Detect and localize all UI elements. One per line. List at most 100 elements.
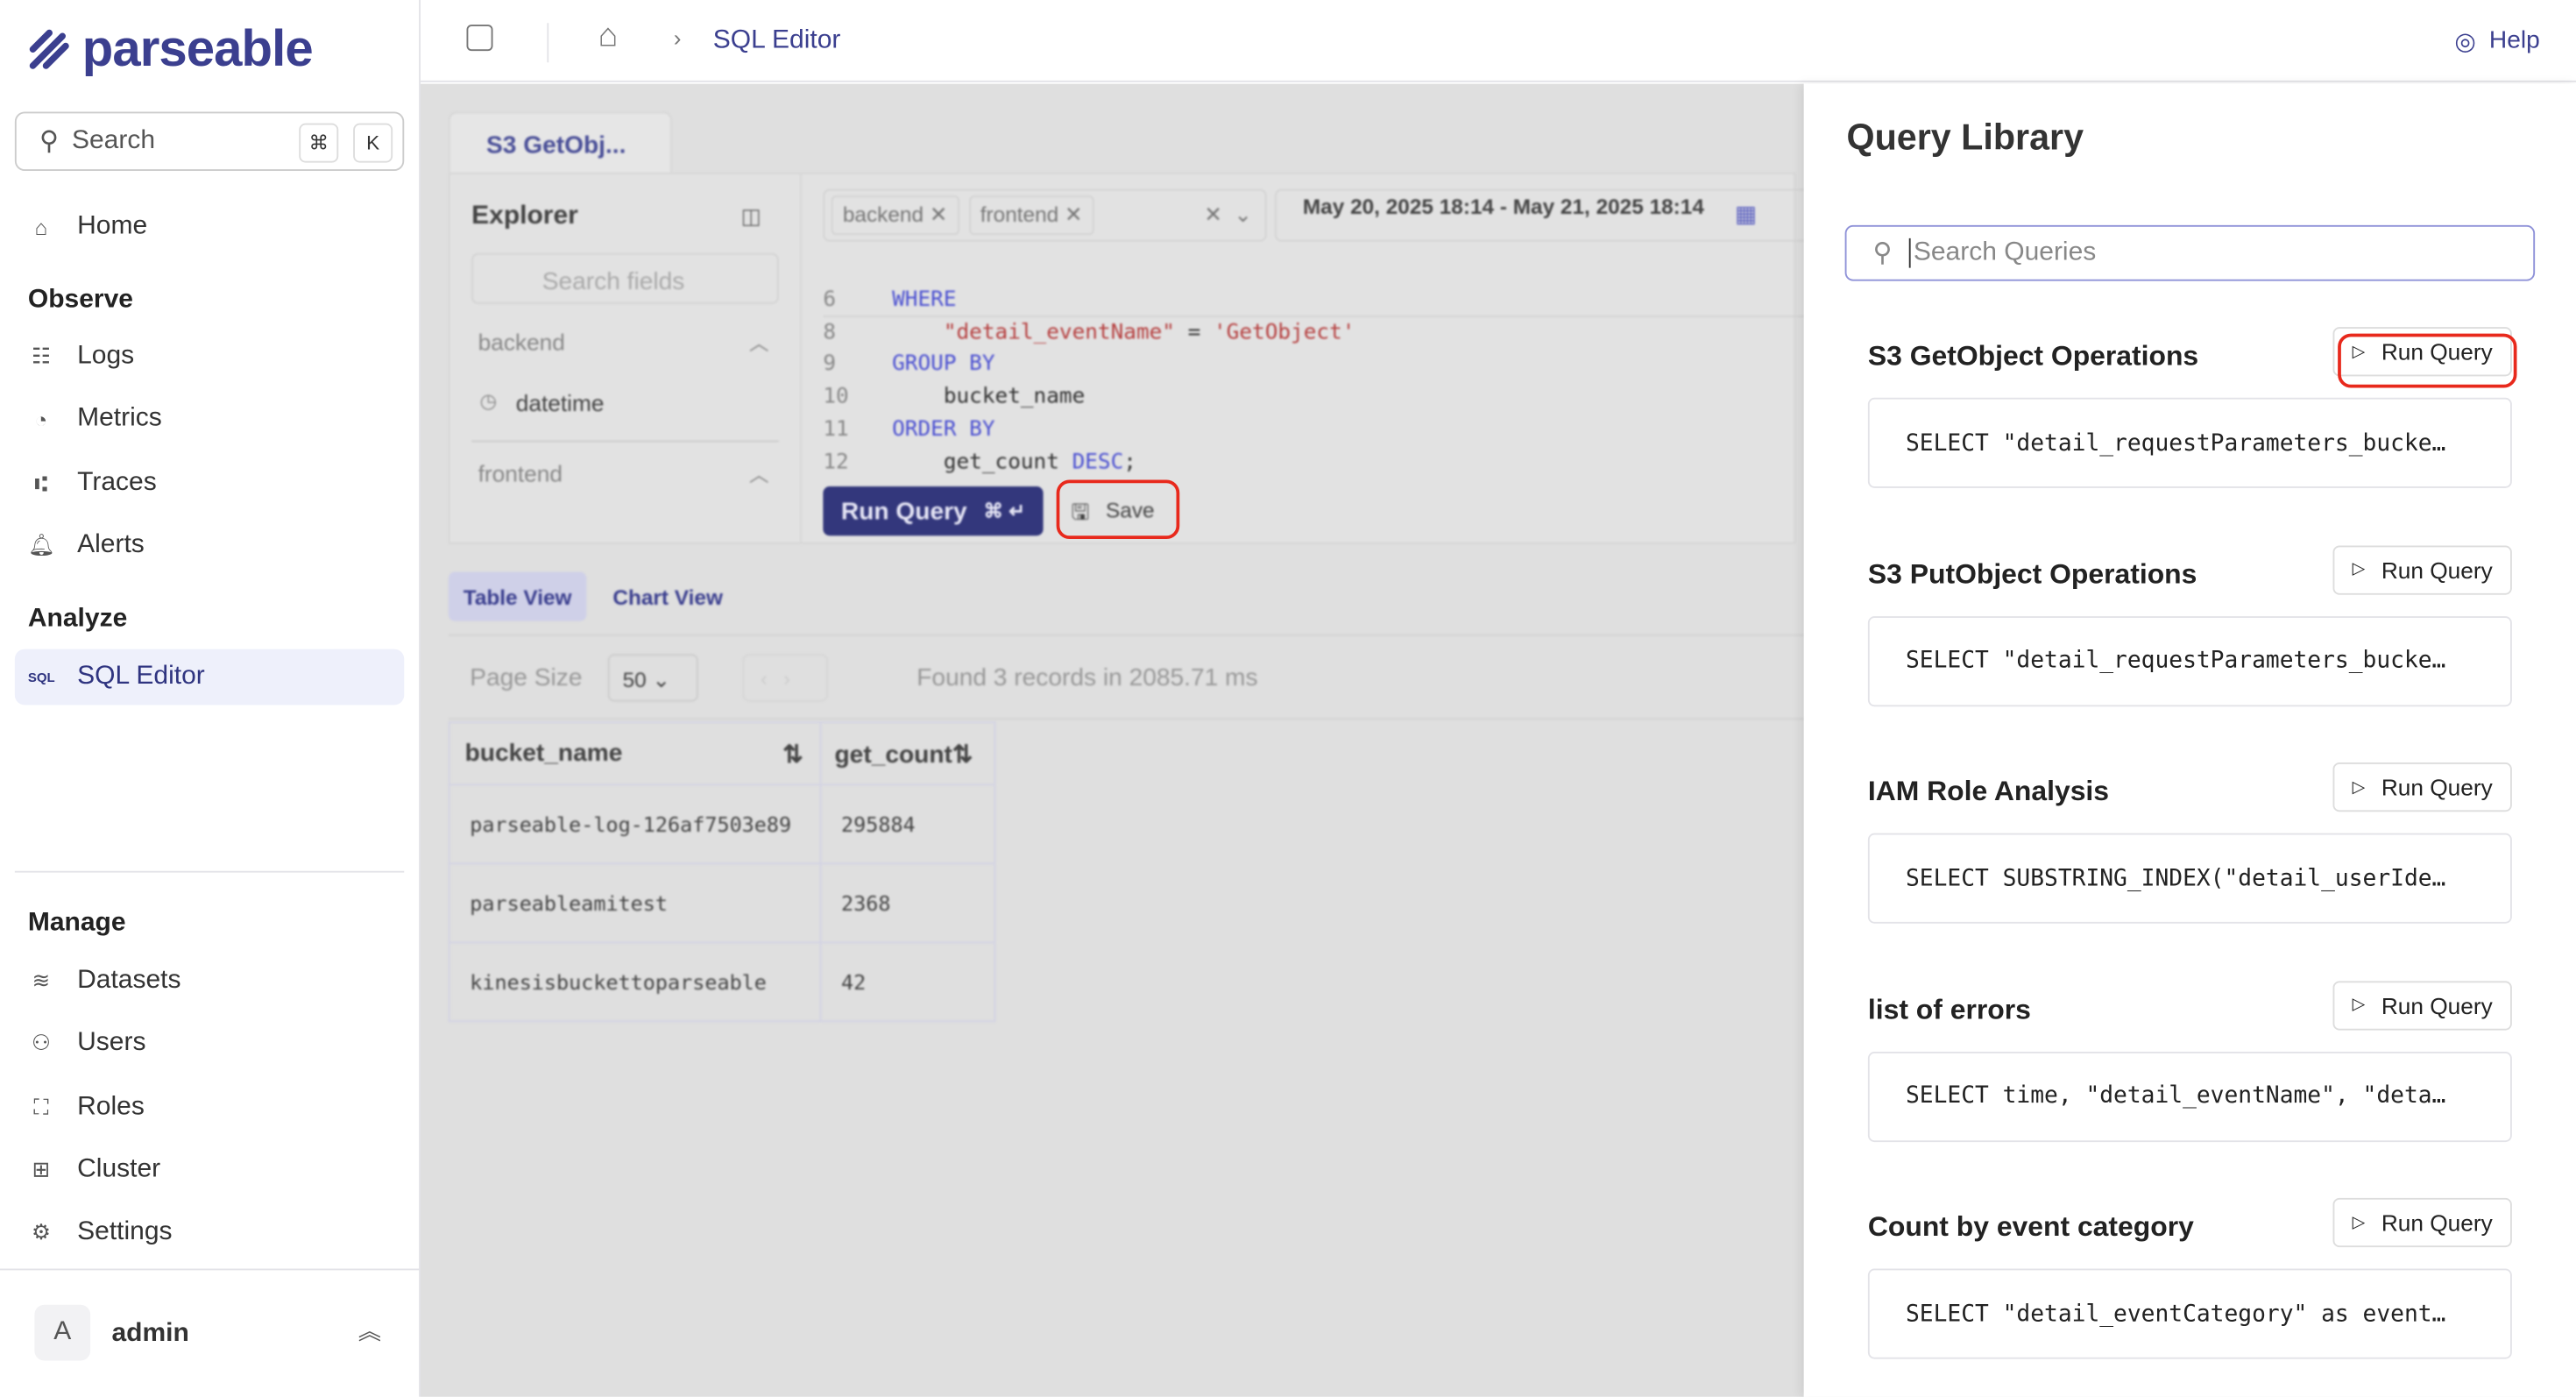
search-input[interactable]: ⚲ Search ⌘ K bbox=[14, 111, 405, 171]
sort-icon[interactable]: ⇅ bbox=[782, 740, 803, 769]
code-token: ORDER BY bbox=[892, 416, 995, 443]
divider bbox=[547, 23, 549, 63]
chevron-up-icon[interactable]: ︿ bbox=[749, 331, 769, 355]
run-query-button[interactable]: ▷ Run Query bbox=[2332, 1198, 2512, 1248]
query-sql-preview[interactable]: SELECT time, "detail_eventName", "deta… bbox=[1867, 1051, 2512, 1142]
sort-icon[interactable]: ⇅ bbox=[952, 740, 973, 769]
table-cell: 42 bbox=[819, 941, 996, 1023]
home-icon[interactable]: ⌂ bbox=[598, 18, 619, 54]
code-token: get_count bbox=[892, 449, 1072, 474]
code-line: 9 GROUP BY bbox=[823, 349, 1355, 381]
search-fields-input[interactable]: Search fields bbox=[471, 252, 779, 304]
code-token: GROUP BY bbox=[892, 352, 995, 378]
query-sql-preview[interactable]: SELECT "detail_requestParameters_bucke… bbox=[1867, 397, 2512, 488]
result-info: Found 3 records in 2085.71 ms bbox=[916, 663, 1258, 692]
sidebar-item-logs[interactable]: ☷ Logs bbox=[15, 329, 404, 385]
tab-chart-view[interactable]: Chart View bbox=[612, 585, 723, 610]
dataset-select[interactable]: backend ✕ frontend ✕ ✕ ⌄ bbox=[823, 188, 1267, 242]
table-row[interactable]: parseableamitest 2368 bbox=[448, 862, 996, 944]
line-number: 11 bbox=[823, 416, 849, 443]
sidebar-toggle-icon[interactable] bbox=[466, 25, 493, 52]
line-number: 8 bbox=[823, 320, 837, 345]
run-query-button[interactable]: ▷ Run Query bbox=[2332, 762, 2512, 812]
query-sql-preview[interactable]: SELECT SUBSTRING_INDEX("detail_userIde… bbox=[1867, 833, 2512, 925]
logs-icon: ☷ bbox=[31, 343, 51, 368]
run-query-button[interactable]: ▷ Run Query bbox=[2332, 327, 2512, 377]
label: Run Query bbox=[2381, 774, 2493, 801]
collapse-icon[interactable]: ◫ bbox=[740, 203, 761, 229]
label: Datasets bbox=[77, 966, 181, 995]
sql-code-editor[interactable]: 6 WHERE 8 "detail_eventName" = 'GetObject'… bbox=[823, 284, 1355, 479]
save-button[interactable]: 🖫︎ Save bbox=[1072, 498, 1155, 534]
sidebar-item-datasets[interactable]: ≋ Datasets bbox=[15, 954, 404, 1010]
tab-table-view[interactable]: Table View bbox=[448, 571, 587, 621]
sidebar-item-sql-editor[interactable]: SQL SQL Editor bbox=[14, 649, 405, 706]
label: Run Query bbox=[2381, 992, 2493, 1019]
sidebar-item-settings[interactable]: ⚙ Settings bbox=[15, 1204, 404, 1260]
run-query-button[interactable]: Run Query ⌘ ↵ bbox=[823, 486, 1044, 536]
sidebar-item-cluster[interactable]: ⊞ Cluster bbox=[15, 1142, 404, 1198]
help-button[interactable]: ◎ Help bbox=[2454, 26, 2539, 56]
gauge-icon: ◔ bbox=[34, 407, 48, 432]
sidebar-item-metrics[interactable]: ◔ Metrics bbox=[15, 391, 404, 447]
clock-icon: ◷ bbox=[479, 389, 498, 413]
highlight-save bbox=[1056, 479, 1180, 539]
divider bbox=[14, 870, 405, 873]
label: SQL Editor bbox=[77, 662, 205, 691]
logo[interactable]: parseable bbox=[26, 20, 314, 80]
query-sql-preview[interactable]: SELECT "detail_requestParameters_bucke… bbox=[1867, 615, 2512, 706]
sidebar-item-users[interactable]: ⚇ Users bbox=[15, 1016, 404, 1072]
avatar[interactable]: A bbox=[34, 1304, 91, 1361]
code-line: 11 ORDER BY bbox=[823, 414, 1355, 446]
tab-query[interactable]: S3 GetObj... bbox=[448, 111, 672, 174]
divider bbox=[0, 1268, 421, 1271]
page-size-select[interactable]: 50 ⌄ bbox=[607, 654, 698, 702]
group-frontend[interactable]: frontend bbox=[478, 460, 563, 486]
label: Logs bbox=[77, 342, 135, 370]
chevron-right-icon: › bbox=[673, 25, 682, 52]
sidebar-item-alerts[interactable]: 🔔︎ Alerts bbox=[15, 518, 404, 574]
user-icon: ⚇ bbox=[31, 1030, 51, 1055]
table-cell: parseableamitest bbox=[448, 862, 822, 944]
table-row[interactable]: kinesisbuckettoparseable 42 bbox=[448, 941, 996, 1023]
run-query-button[interactable]: ▷ Run Query bbox=[2332, 544, 2512, 594]
user-name[interactable]: admin bbox=[111, 1319, 189, 1348]
divider bbox=[471, 440, 779, 443]
time-range-picker[interactable]: May 20, 2025 18:14 - May 21, 2025 18:14 bbox=[1275, 188, 1804, 242]
help-label: Help bbox=[2488, 26, 2540, 54]
chip-frontend[interactable]: frontend ✕ bbox=[968, 195, 1094, 236]
line-number: 6 bbox=[823, 287, 837, 313]
column-header[interactable]: get_count⇅ bbox=[819, 721, 996, 786]
chevron-up-icon[interactable]: ︿ bbox=[749, 463, 769, 486]
divider bbox=[823, 316, 1804, 317]
line-number: 12 bbox=[823, 449, 849, 474]
home-icon: ⌂ bbox=[34, 214, 48, 239]
chip-backend[interactable]: backend ✕ bbox=[831, 195, 959, 236]
label: Metrics bbox=[77, 404, 162, 433]
pagination[interactable]: ‹ › bbox=[742, 654, 828, 702]
sql-icon: SQL bbox=[27, 670, 55, 684]
topbar: ⌂ › SQL Editor ◎ Help bbox=[421, 0, 2576, 82]
column-header[interactable]: bucket_name ⇅ bbox=[448, 721, 822, 786]
code-line: 8 "detail_eventName" = 'GetObject' bbox=[823, 316, 1355, 349]
sidebar-item-traces[interactable]: ⑆ Traces bbox=[15, 455, 404, 511]
clear-chevron-icon[interactable]: ✕ ⌄ bbox=[1204, 202, 1252, 227]
label: Alerts bbox=[77, 530, 145, 559]
breadcrumb[interactable]: SQL Editor bbox=[712, 26, 841, 54]
sidebar: parseable ⚲ Search ⌘ K ⌂ Home Observe ☷ Lo… bbox=[0, 0, 421, 1397]
chevrons-up-icon[interactable]: ︽ bbox=[357, 1317, 381, 1344]
sidebar-item-roles[interactable]: ⛶ Roles bbox=[15, 1080, 404, 1136]
group-backend[interactable]: backend bbox=[478, 329, 565, 355]
query-sql-preview[interactable]: SELECT "detail_eventCategory" as event… bbox=[1867, 1269, 2512, 1360]
sidebar-item-home[interactable]: ⌂ Home bbox=[15, 199, 404, 255]
roles-icon: ⛶ bbox=[33, 1094, 49, 1119]
search-queries-input[interactable]: ⚲ Search Queries bbox=[1844, 224, 2536, 281]
code-token: WHERE bbox=[892, 287, 957, 313]
calendar-icon[interactable]: ▦ bbox=[1735, 200, 1757, 227]
run-query-button[interactable]: ▷ Run Query bbox=[2332, 980, 2512, 1031]
label: Traces bbox=[77, 468, 157, 497]
play-icon: ▷ bbox=[2352, 1214, 2366, 1233]
table-row[interactable]: parseable-log-126af7503e89 295884 bbox=[448, 784, 996, 865]
field-datetime[interactable]: datetime bbox=[515, 389, 605, 416]
line-number: 9 bbox=[823, 352, 837, 378]
